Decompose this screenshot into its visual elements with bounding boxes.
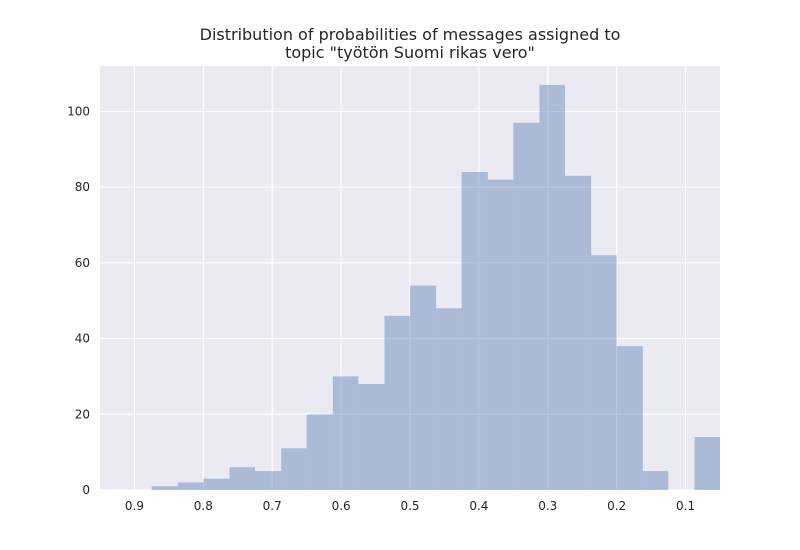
histogram-bar — [616, 346, 643, 490]
x-tick-label: 0.2 — [607, 499, 626, 513]
histogram-bar — [384, 315, 410, 490]
histogram-bar — [332, 376, 359, 490]
histogram-bar — [229, 467, 255, 490]
grid-lines — [100, 66, 720, 491]
x-tick-label: 0.6 — [332, 499, 351, 513]
y-axis-ticks: 0 20 40 60 80 100 — [67, 104, 90, 497]
histogram-bar — [306, 414, 333, 490]
histogram-bar — [539, 84, 565, 490]
histogram-bar — [642, 471, 669, 490]
x-axis-ticks: 0.9 0.8 0.7 0.6 0.5 0.4 0.3 0.2 0.1 — [125, 499, 695, 513]
histogram-bar — [358, 384, 385, 490]
histogram-bar — [461, 172, 488, 490]
y-tick-label: 80 — [75, 180, 90, 194]
x-tick-label: 0.1 — [676, 499, 695, 513]
histogram-bar — [151, 486, 178, 490]
y-tick-label: 40 — [75, 332, 90, 346]
x-tick-label: 0.4 — [469, 499, 488, 513]
y-tick-label: 0 — [82, 483, 90, 497]
histogram-bars — [151, 84, 720, 491]
x-tick-label: 0.7 — [263, 499, 282, 513]
y-tick-label: 60 — [75, 256, 90, 270]
chart-title-line-1: Distribution of probabilities of message… — [200, 25, 621, 44]
histogram-bar — [255, 471, 282, 490]
x-tick-label: 0.9 — [125, 499, 144, 513]
histogram-bar — [487, 179, 514, 491]
histogram-bar — [281, 448, 307, 490]
y-tick-label: 20 — [75, 407, 90, 421]
histogram-bar — [513, 122, 540, 491]
x-tick-label: 0.8 — [194, 499, 213, 513]
x-tick-label: 0.3 — [538, 499, 557, 513]
histogram-bar — [410, 285, 437, 490]
histogram-bar — [591, 255, 617, 490]
histogram-bar — [436, 308, 462, 490]
histogram-bar — [565, 175, 592, 491]
histogram-bar — [177, 482, 204, 490]
x-tick-label: 0.5 — [400, 499, 419, 513]
histogram-bar — [694, 437, 720, 490]
chart-title-line-2: topic "työtön Suomi rikas vero" — [285, 43, 535, 62]
histogram-bar — [203, 478, 230, 490]
y-tick-label: 100 — [67, 104, 90, 118]
